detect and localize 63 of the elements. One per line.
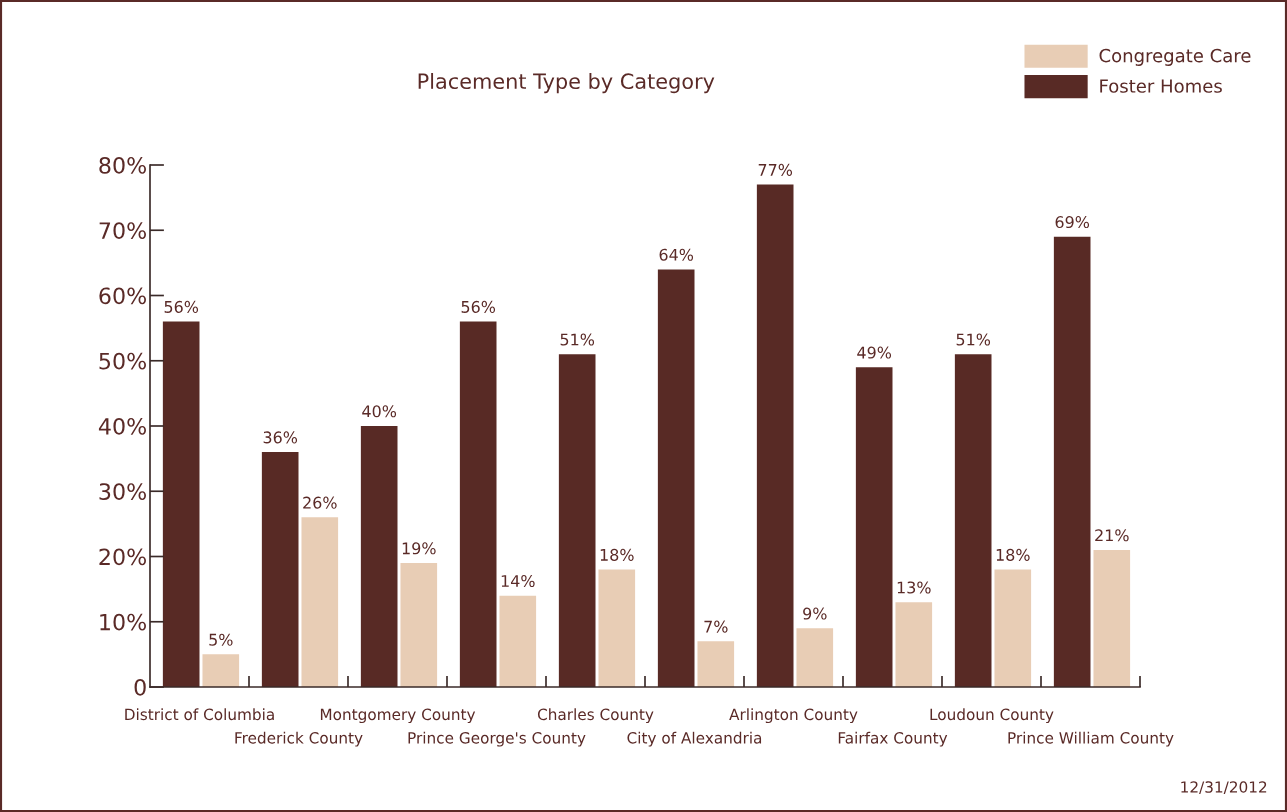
data-label: 69%	[1055, 216, 1090, 229]
bar	[499, 595, 537, 687]
bar	[954, 354, 992, 687]
data-label: 9%	[803, 607, 827, 620]
bar	[301, 517, 339, 687]
y-tick-label: 30%	[99, 483, 146, 501]
data-label: 56%	[461, 300, 496, 313]
bar	[459, 321, 497, 687]
y-tick-label: 70%	[99, 222, 146, 240]
x-tick-label: Prince George's County	[408, 731, 586, 747]
bar	[261, 452, 299, 687]
data-label: 56%	[164, 300, 199, 313]
y-tick-label: 20%	[99, 548, 146, 566]
data-label: 14%	[501, 574, 535, 587]
data-label: 18%	[996, 548, 1030, 561]
bar	[360, 426, 398, 687]
x-tick-label: Charles County	[537, 708, 654, 724]
bar	[400, 563, 438, 687]
bar	[202, 654, 240, 687]
legend-label: Foster Homes	[1100, 79, 1222, 93]
bar	[162, 321, 200, 687]
bar	[1053, 236, 1091, 687]
data-label: 36%	[263, 431, 298, 444]
x-tick-label: Frederick County	[235, 731, 363, 747]
data-label: 18%	[600, 548, 634, 561]
data-label: 51%	[956, 333, 991, 346]
data-label: 13%	[897, 581, 931, 594]
chart-title: Placement Type by Category	[418, 72, 715, 94]
bar	[756, 184, 794, 687]
x-tick-label: City of Alexandria	[627, 731, 762, 747]
data-label: 5%	[209, 633, 233, 646]
bar	[796, 628, 834, 687]
data-label: 26%	[303, 496, 337, 509]
y-tick-label: 10%	[100, 613, 146, 631]
data-label: 7%	[704, 620, 728, 633]
bar	[657, 269, 695, 687]
y-tick-label: 80%	[99, 156, 146, 174]
bar	[855, 367, 893, 687]
x-tick-label: Arlington County	[729, 708, 858, 724]
bar	[895, 602, 933, 687]
data-label: 21%	[1095, 529, 1129, 542]
data-label: 77%	[758, 163, 793, 176]
x-tick-label: District of Columbia	[125, 708, 274, 721]
bar	[558, 354, 596, 687]
bar	[994, 569, 1032, 687]
data-label: 40%	[362, 405, 397, 418]
bar	[697, 641, 735, 687]
y-tick-label: 40%	[98, 417, 146, 435]
bar	[598, 569, 636, 687]
y-tick-label: 0	[134, 678, 146, 696]
bar	[1093, 549, 1131, 687]
data-label: 49%	[857, 346, 892, 359]
legend-label: Congregate Care	[1099, 48, 1251, 66]
data-label: 19%	[402, 542, 436, 555]
x-tick-label: Fairfax County	[838, 731, 948, 747]
y-tick-label: 50%	[99, 352, 146, 370]
data-label: 64%	[659, 248, 694, 261]
x-tick-label: Loudoun County	[930, 708, 1054, 724]
x-tick-label: Montgomery County	[320, 708, 476, 724]
data-label: 51%	[560, 333, 595, 346]
x-tick-label: Prince William County	[1008, 731, 1174, 747]
text: 12/31/2012	[1181, 781, 1267, 794]
y-tick-label: 60%	[99, 287, 146, 305]
